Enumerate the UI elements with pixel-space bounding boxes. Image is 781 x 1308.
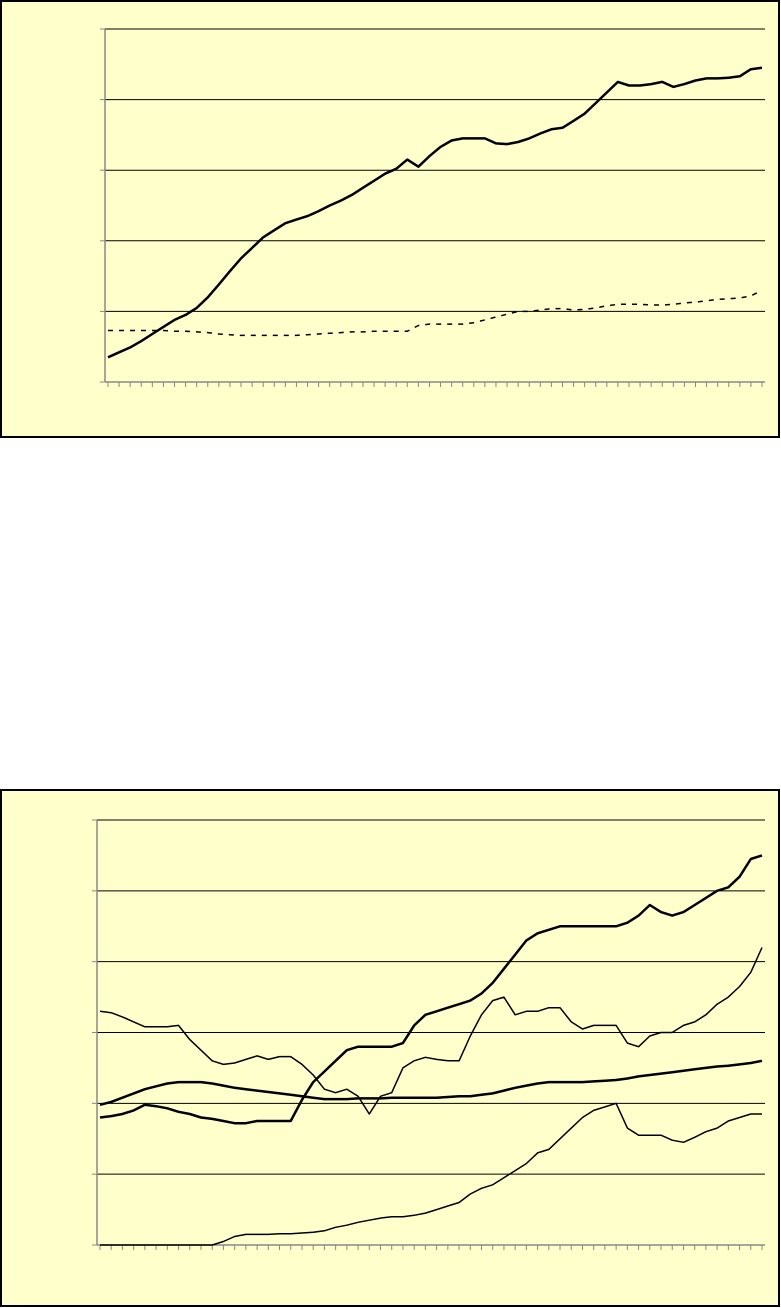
data-line <box>99 854 763 1125</box>
data-line <box>107 66 763 359</box>
chart-frame <box>0 0 780 438</box>
data-line <box>99 947 763 1115</box>
data-line <box>100 1102 762 1246</box>
data-line <box>99 1059 763 1107</box>
chart-frame <box>0 789 780 1307</box>
